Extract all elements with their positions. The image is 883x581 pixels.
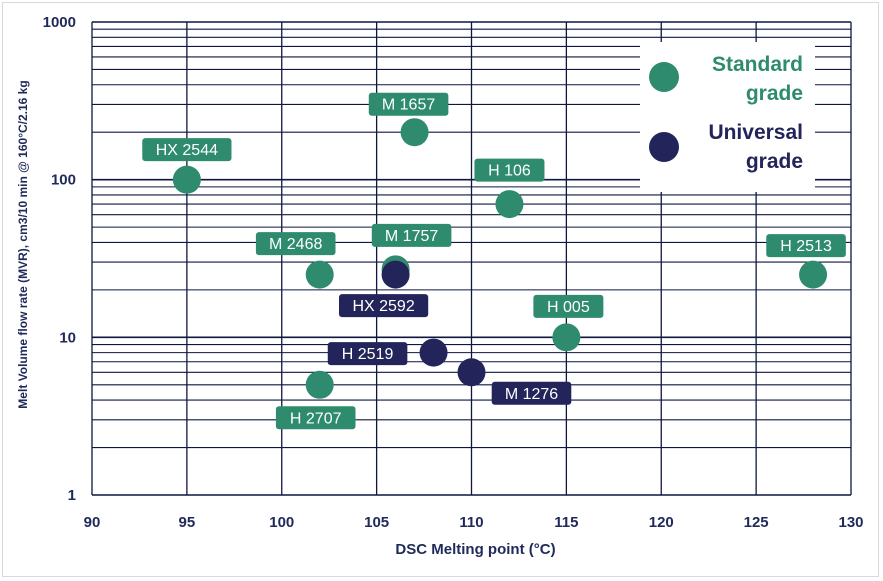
data-points — [172, 118, 828, 399]
point-label-box — [491, 381, 572, 405]
data-point — [400, 118, 429, 147]
point-label: M 2468 — [269, 236, 322, 253]
point-label-box — [275, 406, 356, 430]
data-point — [419, 338, 448, 367]
data-point — [495, 190, 524, 219]
data-point — [457, 358, 486, 387]
y-tick-label: 1 — [68, 487, 76, 504]
y-tick-labels: 1 10 100 1000 — [43, 14, 76, 504]
legend-label-line2: grade — [746, 150, 803, 173]
point-label-box — [327, 342, 408, 366]
point-label-box — [339, 294, 429, 318]
y-tick-label: 100 — [51, 172, 76, 189]
point-label: M 1757 — [385, 228, 438, 245]
x-tick-labels: 90 95 100 105 110 115 120 125 130 — [84, 514, 864, 531]
y-axis-title: Melt Volume flow rate (MVR), cm3/10 min … — [16, 80, 30, 408]
x-tick-label: 115 — [554, 514, 578, 531]
point-label: H 005 — [547, 299, 590, 316]
point-label-box — [371, 223, 452, 247]
point-labels: HX 2544 M 1657 H 106 M 2468 M 1757 H 2513 H 00… — [142, 92, 846, 430]
x-tick-label: 120 — [649, 514, 674, 531]
point-label: M 1657 — [382, 97, 435, 114]
data-point — [552, 323, 581, 352]
x-tick-label: 105 — [364, 514, 389, 531]
point-label: HX 2592 — [352, 298, 414, 315]
x-tick-label: 100 — [269, 514, 294, 531]
point-label-box — [368, 92, 449, 116]
data-point — [799, 260, 828, 289]
x-tick-label: 130 — [838, 514, 863, 531]
legend-label-line2: grade — [746, 82, 803, 105]
data-point — [381, 260, 410, 289]
point-label: HX 2544 — [156, 142, 218, 159]
data-point — [172, 165, 201, 194]
point-label: M 1276 — [505, 386, 558, 403]
legend-label-line1: Universal — [708, 121, 803, 144]
x-tick-label: 125 — [744, 514, 769, 531]
point-label: H 2519 — [342, 346, 394, 363]
x-tick-label: 90 — [84, 514, 101, 531]
x-tick-label: 95 — [179, 514, 196, 531]
point-label: H 2513 — [780, 238, 832, 255]
data-point — [305, 260, 334, 289]
grid-lines — [91, 21, 852, 496]
x-axis-title: DSC Melting point (°C) — [395, 541, 555, 558]
point-label: H 106 — [488, 163, 531, 180]
point-label-box — [255, 232, 336, 256]
point-label-box — [766, 234, 846, 258]
legend: Standard grade Universal grade — [640, 42, 815, 192]
y-tick-label: 1000 — [43, 14, 76, 31]
point-label-box — [474, 158, 545, 182]
point-label: H 2707 — [290, 410, 342, 427]
data-point — [305, 370, 334, 399]
point-label-box — [533, 294, 604, 318]
legend-marker — [649, 62, 679, 92]
legend-label-line1: Standard — [712, 53, 803, 76]
legend-marker — [649, 132, 679, 162]
point-label-box — [142, 138, 232, 162]
y-tick-label: 10 — [59, 329, 76, 346]
x-tick-label: 110 — [459, 514, 483, 531]
